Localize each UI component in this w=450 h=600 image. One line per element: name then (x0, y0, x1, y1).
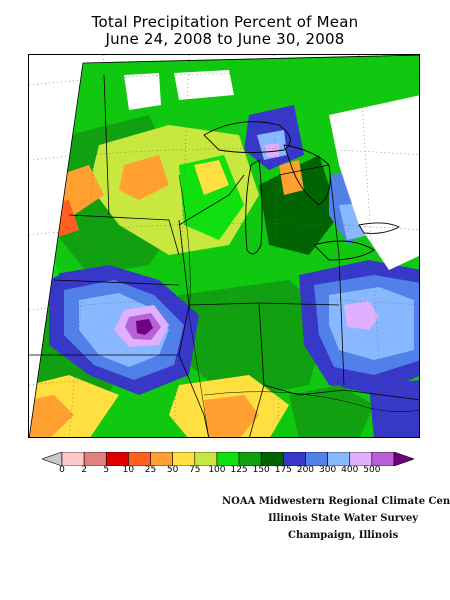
great-lakes (203, 121, 401, 261)
legend-color-box (238, 452, 262, 466)
legend-tick-label: 25 (144, 465, 157, 475)
legend-color-box (150, 452, 173, 466)
legend-color-box (83, 452, 107, 466)
legend-color-box (371, 452, 395, 466)
legend-tick-label: 5 (103, 465, 110, 475)
legend-tick-label: 2 (81, 465, 87, 475)
legend-color-box (349, 452, 373, 466)
legend-tick-labels: 0 2 5 10 25 50 75 100 125 150 175 200 300 400 500 (0, 465, 450, 477)
credit-organization: NOAA Midwestern Regional Climate Cent (222, 496, 450, 507)
rivers (178, 174, 419, 437)
no-data-region (124, 73, 161, 110)
legend-color-box (305, 452, 328, 466)
legend-color-box (128, 452, 151, 466)
graticule (29, 55, 419, 437)
no-data-region (174, 70, 234, 100)
legend-tick-label: 500 (363, 465, 381, 475)
legend-color-box (172, 452, 196, 466)
credit-survey: Illinois State Water Survey (268, 513, 419, 524)
legend-tick-label: 400 (341, 465, 359, 475)
legend-tick-label: 200 (296, 465, 315, 475)
legend-color-box (105, 452, 129, 466)
legend-tick-label: 300 (319, 465, 337, 475)
legend-tick-label: 100 (208, 465, 226, 475)
map-title: Total Precipitation Percent of Mean (91, 13, 359, 31)
legend-tick-label: 175 (274, 465, 292, 475)
map-date-range: June 24, 2008 to June 30, 2008 (105, 30, 345, 48)
legend-color-box (216, 452, 240, 466)
map-canvas (29, 55, 419, 437)
legend-tick-label: 10 (122, 465, 135, 475)
legend-color-box (260, 452, 284, 466)
legend-tick-label: 150 (252, 465, 270, 475)
legend-arrow-low (42, 452, 63, 466)
legend-tick-label: 0 (59, 465, 65, 475)
legend-tick-label: 125 (230, 465, 248, 475)
legend-tick-label: 50 (166, 465, 179, 475)
legend-color-box (327, 452, 351, 466)
legend-arrow-high (393, 452, 414, 466)
legend-tick-label: 75 (189, 465, 201, 475)
legend-color-box (283, 452, 306, 466)
legend-color-box (61, 452, 85, 466)
legend-colorbar (42, 452, 414, 466)
credit-location: Champaign, Illinois (288, 530, 399, 541)
legend-color-box (194, 452, 218, 466)
precipitation-map (28, 54, 420, 438)
